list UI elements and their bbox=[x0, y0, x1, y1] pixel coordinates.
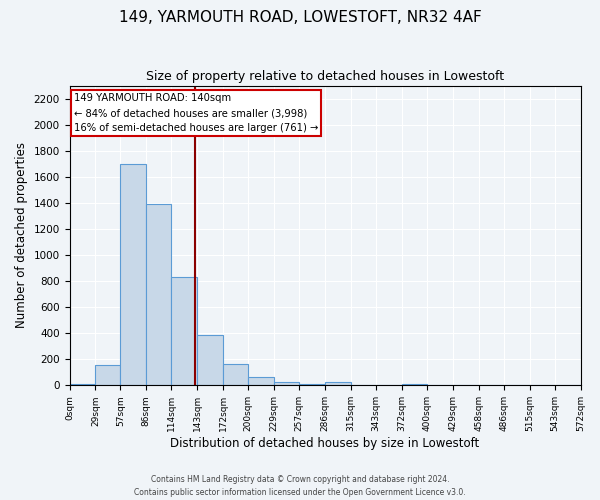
Bar bbox=[172, 277, 197, 386]
Bar bbox=[325, 382, 351, 386]
Bar bbox=[223, 364, 248, 386]
Text: 149, YARMOUTH ROAD, LOWESTOFT, NR32 4AF: 149, YARMOUTH ROAD, LOWESTOFT, NR32 4AF bbox=[119, 10, 481, 25]
Bar bbox=[248, 377, 274, 386]
Bar bbox=[70, 384, 95, 386]
Bar bbox=[121, 164, 146, 386]
Bar bbox=[274, 382, 299, 386]
X-axis label: Distribution of detached houses by size in Lowestoft: Distribution of detached houses by size … bbox=[170, 437, 479, 450]
Bar bbox=[197, 334, 223, 386]
Bar bbox=[146, 204, 172, 386]
Bar bbox=[95, 365, 121, 386]
Text: Contains HM Land Registry data © Crown copyright and database right 2024.
Contai: Contains HM Land Registry data © Crown c… bbox=[134, 476, 466, 497]
Title: Size of property relative to detached houses in Lowestoft: Size of property relative to detached ho… bbox=[146, 70, 504, 83]
Y-axis label: Number of detached properties: Number of detached properties bbox=[15, 142, 28, 328]
Text: 149 YARMOUTH ROAD: 140sqm
← 84% of detached houses are smaller (3,998)
16% of se: 149 YARMOUTH ROAD: 140sqm ← 84% of detac… bbox=[74, 94, 319, 133]
Bar bbox=[299, 384, 325, 386]
Bar bbox=[402, 384, 427, 386]
